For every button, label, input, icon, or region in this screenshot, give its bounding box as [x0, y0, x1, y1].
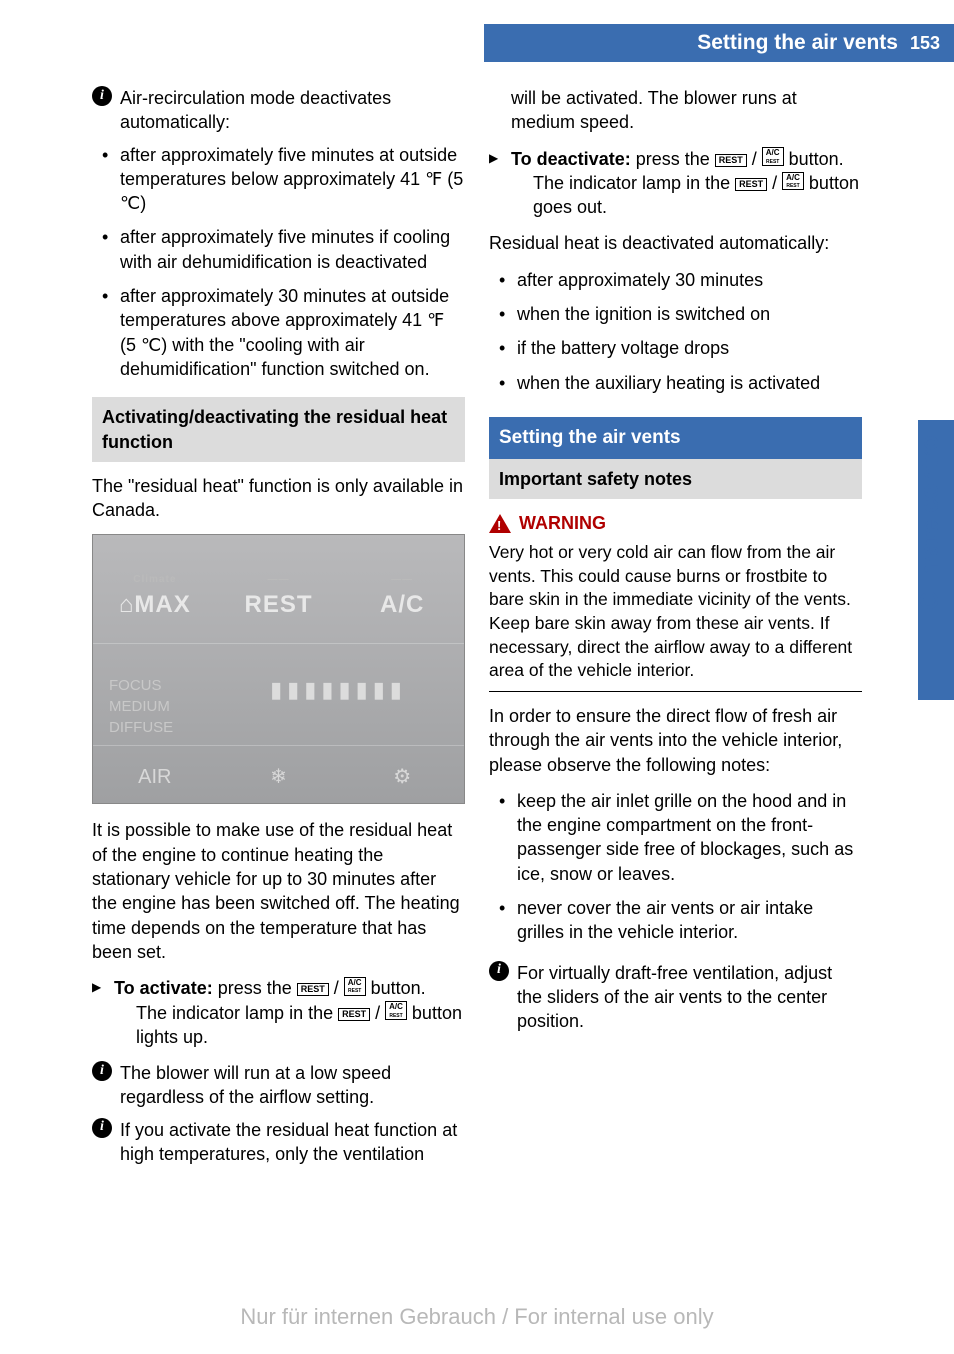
- rest-button-icon: REST: [338, 1008, 370, 1021]
- warning-text: Very hot or very cold air can flow from …: [489, 541, 862, 683]
- info-text: For virtually draft-free ventilation, ad…: [517, 961, 862, 1034]
- info-text: Air-recirculation mode deactivates autom…: [120, 86, 465, 135]
- deactivate-step: To deactivate: press the REST / A/CREST …: [489, 147, 862, 220]
- fig-label: ❄: [217, 764, 341, 791]
- section-heading-blue: Setting the air vents: [489, 417, 862, 459]
- info-icon: i: [92, 1061, 112, 1081]
- ac-rest-button-icon: A/CREST: [782, 172, 804, 191]
- fig-label: REST: [245, 591, 313, 618]
- fig-bars: ▮▮▮▮▮▮▮▮: [213, 675, 464, 738]
- left-column: i Air-recirculation mode deactivates aut…: [92, 86, 465, 1174]
- warning-header: WARNING: [489, 511, 862, 535]
- info-note-3: i If you activate the residual heat func…: [92, 1118, 465, 1167]
- step-label: To deactivate:: [511, 149, 631, 169]
- watermark: Nur für internen Gebrauch / For internal…: [0, 1304, 954, 1330]
- sidebar-label: Climate control: [916, 428, 945, 610]
- info-icon: i: [92, 86, 112, 106]
- list-item: if the battery voltage drops: [489, 336, 862, 360]
- fig-label: DIFFUSE: [109, 717, 213, 738]
- rest-button-icon: REST: [735, 178, 767, 191]
- bullet-list-2: after approximately 30 minutes when the …: [489, 268, 862, 395]
- figure-mid-row: FOCUS MEDIUM DIFFUSE ▮▮▮▮▮▮▮▮: [93, 675, 464, 738]
- bullet-list-3: keep the air inlet grille on the hood an…: [489, 789, 862, 945]
- list-item: after approximately five minutes at outs…: [92, 143, 465, 216]
- figure-top-row: Climate⌂MAX ——REST ——A/C: [93, 573, 464, 621]
- ac-rest-button-icon: A/CREST: [344, 977, 366, 996]
- activate-step: To activate: press the REST / A/CREST bu…: [92, 976, 465, 1049]
- right-column: will be activated. The blower runs at me…: [489, 86, 862, 1174]
- subheading-safety: Important safety notes: [489, 459, 862, 499]
- content-area: i Air-recirculation mode deactivates aut…: [92, 86, 862, 1174]
- warning-label: WARNING: [519, 511, 606, 535]
- ac-rest-button-icon: A/CREST: [762, 147, 784, 166]
- list-item: never cover the air vents or air intake …: [489, 896, 862, 945]
- info-icon: i: [489, 961, 509, 981]
- ac-rest-button-icon: A/CREST: [385, 1001, 407, 1020]
- page-number: 153: [910, 33, 940, 54]
- figure-bot-row: AIR ❄ ⚙: [93, 764, 464, 791]
- para-residual: It is possible to make use of the residu…: [92, 818, 465, 964]
- list-item: after approximately five minutes if cool…: [92, 225, 465, 274]
- rest-button-icon: REST: [715, 154, 747, 167]
- page-header: Setting the air vents 153: [484, 24, 954, 62]
- para-canada: The "residual heat" function is only ava…: [92, 474, 465, 523]
- list-item: after approximately 30 minutes: [489, 268, 862, 292]
- divider: [489, 691, 862, 692]
- fig-label: MEDIUM: [109, 696, 213, 717]
- subheading-residual: Activating/deactivating the residual hea…: [92, 397, 465, 462]
- list-item: when the ignition is switched on: [489, 302, 862, 326]
- climate-control-figure: Climate⌂MAX ——REST ——A/C FOCUS MEDIUM DI…: [92, 534, 465, 804]
- para-auto-deactivate: Residual heat is deactivated automatical…: [489, 231, 862, 255]
- list-item: when the auxiliary heating is activated: [489, 371, 862, 395]
- step-label: To activate:: [114, 978, 213, 998]
- step-item: To activate: press the REST / A/CREST bu…: [92, 976, 465, 1049]
- info-text: The blower will run at a low speed regar…: [120, 1061, 465, 1110]
- fig-label: AIR: [93, 764, 217, 791]
- list-item: keep the air inlet grille on the hood an…: [489, 789, 862, 886]
- para-continuation: will be activated. The blower runs at me…: [489, 86, 862, 135]
- info-text: If you activate the residual heat functi…: [120, 1118, 465, 1167]
- fig-label: ⚙: [340, 764, 464, 791]
- info-note-4: i For virtually draft-free ventilation, …: [489, 961, 862, 1034]
- fig-label: ⌂MAX: [119, 591, 191, 618]
- step-item: To deactivate: press the REST / A/CREST …: [489, 147, 862, 220]
- list-item: after approximately 30 minutes at outsid…: [92, 284, 465, 381]
- bullet-list-1: after approximately five minutes at outs…: [92, 143, 465, 382]
- warning-icon: [489, 514, 511, 533]
- para-fresh-air: In order to ensure the direct flow of fr…: [489, 704, 862, 777]
- fig-label: FOCUS: [109, 675, 213, 696]
- rest-button-icon: REST: [297, 983, 329, 996]
- info-note-2: i The blower will run at a low speed reg…: [92, 1061, 465, 1110]
- info-note-1: i Air-recirculation mode deactivates aut…: [92, 86, 465, 135]
- fig-label: A/C: [380, 591, 424, 618]
- info-icon: i: [92, 1118, 112, 1138]
- header-title: Setting the air vents: [697, 31, 898, 55]
